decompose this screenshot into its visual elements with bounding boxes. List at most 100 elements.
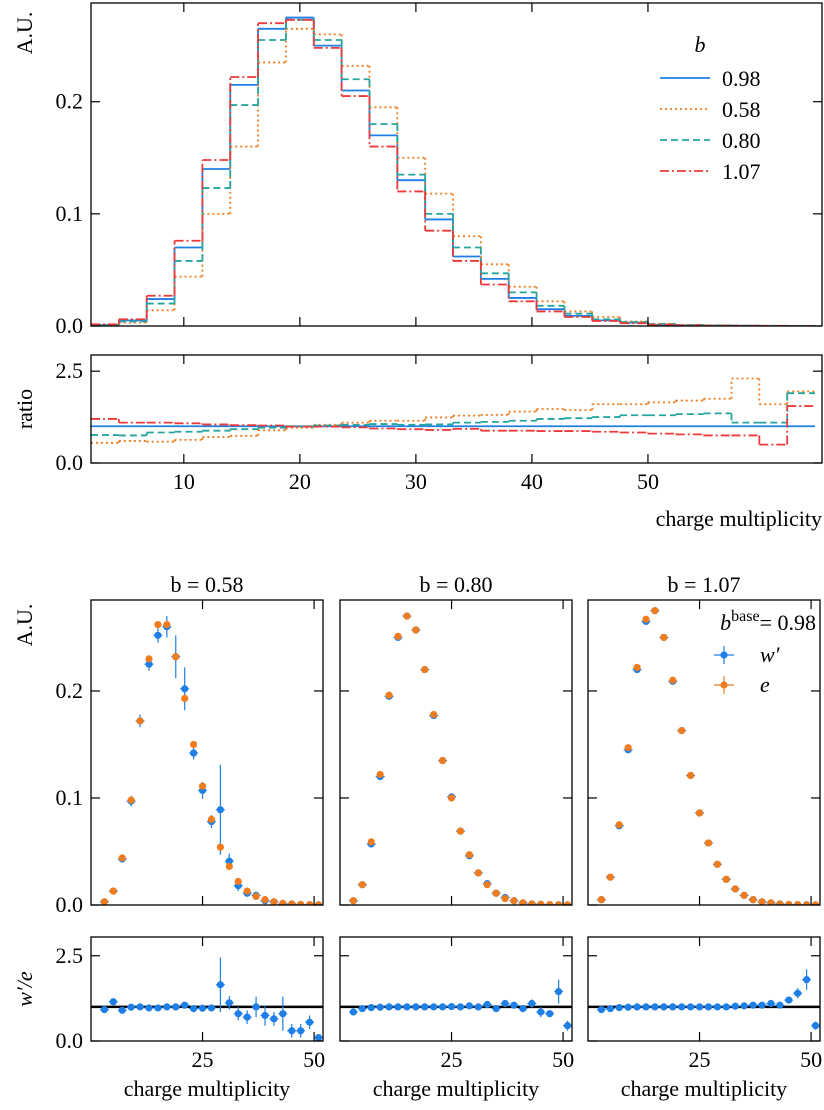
y-tick-label: 0.1 xyxy=(56,785,84,810)
point xyxy=(270,1015,278,1023)
point xyxy=(358,1005,366,1013)
point xyxy=(510,897,518,905)
point xyxy=(731,885,739,893)
point xyxy=(145,660,153,668)
x-axis-label: charge multiplicity xyxy=(124,1076,290,1101)
axes-frame xyxy=(90,2,823,327)
point xyxy=(421,665,429,674)
point xyxy=(225,862,233,871)
y-tick-label: 0.2 xyxy=(56,89,84,114)
point xyxy=(216,843,224,851)
point xyxy=(465,1002,473,1010)
point xyxy=(563,1022,572,1030)
point xyxy=(687,771,695,780)
y-tick-label: 0.0 xyxy=(56,892,84,917)
point xyxy=(118,1006,126,1014)
axes-frame xyxy=(90,936,324,1042)
point xyxy=(642,1003,650,1011)
axes-frame xyxy=(587,599,821,906)
point xyxy=(190,749,198,757)
point xyxy=(145,1004,153,1012)
axes-frame xyxy=(339,599,573,906)
point xyxy=(394,1003,402,1011)
point xyxy=(270,898,278,905)
y-tick-label: 0.0 xyxy=(56,450,84,475)
point xyxy=(456,827,465,835)
point xyxy=(492,1005,500,1013)
point xyxy=(731,1002,739,1010)
panel: b = 0.80 xyxy=(339,572,573,906)
legend-label: 0.98 xyxy=(722,66,761,91)
plot-area xyxy=(91,957,323,1041)
point xyxy=(172,653,180,661)
y-tick-label: 0.1 xyxy=(56,201,84,226)
y-axis-label: A.U. xyxy=(12,12,37,55)
plot-area xyxy=(91,16,816,326)
point xyxy=(687,1003,695,1011)
plot-area xyxy=(340,979,572,1031)
point xyxy=(207,1004,216,1012)
y-tick-label: 0.2 xyxy=(56,678,84,703)
x-tick-label: 20 xyxy=(289,469,311,494)
point xyxy=(297,1027,305,1035)
point xyxy=(358,881,366,889)
point xyxy=(430,1003,438,1011)
point xyxy=(803,976,811,984)
point xyxy=(181,694,189,703)
point xyxy=(749,896,757,904)
point xyxy=(447,1002,456,1011)
point xyxy=(288,900,296,905)
point xyxy=(563,901,572,905)
point xyxy=(190,1005,198,1013)
point xyxy=(216,806,224,814)
point xyxy=(376,770,384,779)
point xyxy=(537,1008,545,1016)
x-tick-label: 40 xyxy=(521,469,543,494)
point xyxy=(660,1003,668,1011)
point xyxy=(678,1003,686,1011)
panel: 25 50 charge multiplicity xyxy=(339,936,574,1101)
point xyxy=(252,1003,260,1011)
point xyxy=(225,857,233,865)
point xyxy=(722,875,730,883)
point xyxy=(794,901,802,905)
point xyxy=(767,899,775,905)
point xyxy=(279,1010,287,1018)
point xyxy=(118,854,126,862)
point xyxy=(758,1001,766,1009)
x-tick-label: 25 xyxy=(441,1047,463,1072)
point xyxy=(136,717,144,725)
point xyxy=(606,1005,614,1013)
panel: 25 50 charge multiplicity xyxy=(587,936,822,1101)
y-axis-label: w′/e xyxy=(12,971,37,1007)
point xyxy=(615,821,623,829)
point xyxy=(501,894,509,903)
point xyxy=(198,1004,207,1012)
x-axis-label: charge multiplicity xyxy=(656,506,822,531)
point xyxy=(474,869,482,877)
y-tick-label: 0.0 xyxy=(56,1028,84,1053)
point xyxy=(537,900,545,905)
axes-frame xyxy=(587,936,821,1042)
point xyxy=(234,1010,242,1018)
point xyxy=(651,607,659,615)
point xyxy=(109,998,117,1006)
panel: 25 50 0.0 2.5 w′/e charge multiplicity xyxy=(12,936,325,1101)
point xyxy=(234,877,242,886)
point xyxy=(394,632,402,640)
y-tick-label: 2.5 xyxy=(56,358,84,383)
legend-swatch xyxy=(720,651,728,659)
point xyxy=(606,873,614,881)
point xyxy=(297,900,305,905)
point xyxy=(367,1003,375,1012)
point xyxy=(447,794,456,802)
point xyxy=(519,899,527,905)
point xyxy=(615,1003,623,1012)
point xyxy=(403,1003,411,1011)
point xyxy=(127,1003,135,1011)
point xyxy=(109,887,117,895)
x-tick-label: 50 xyxy=(303,1047,325,1072)
x-axis-label: charge multiplicity xyxy=(373,1076,539,1101)
panel: b = 1.07 bbase= 0.98 w′ e xyxy=(587,572,821,906)
point xyxy=(190,740,198,749)
